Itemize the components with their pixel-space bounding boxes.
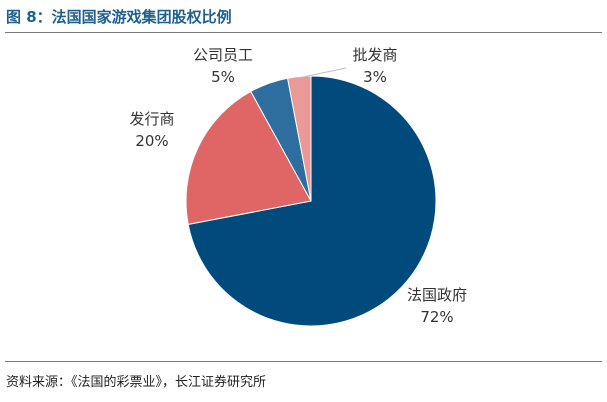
source-divider [5, 361, 602, 362]
pie-slice-wholesaler [286, 75, 312, 202]
wholesaler-leader-line [297, 67, 347, 79]
slice-percent-employees: 5% [211, 68, 235, 86]
slice-label-wholesaler: 批发商 [352, 46, 397, 64]
slice-percent-government: 72% [420, 308, 453, 326]
title-divider [5, 32, 602, 33]
pie-slice-issuer [185, 90, 312, 226]
figure-title: 图 8：法国国家游戏集团股权比例 [6, 8, 232, 26]
pie-slice-government [187, 75, 437, 327]
source-note: 资料来源：《法国的彩票业》，长江证券研究所 [6, 375, 267, 390]
slice-label-issuer: 发行商 [129, 110, 174, 128]
slice-label-employees: 公司员工 [193, 46, 253, 64]
slice-percent-issuer: 20% [135, 132, 168, 150]
slice-percent-wholesaler: 3% [363, 68, 387, 86]
slice-label-government: 法国政府 [407, 286, 467, 304]
